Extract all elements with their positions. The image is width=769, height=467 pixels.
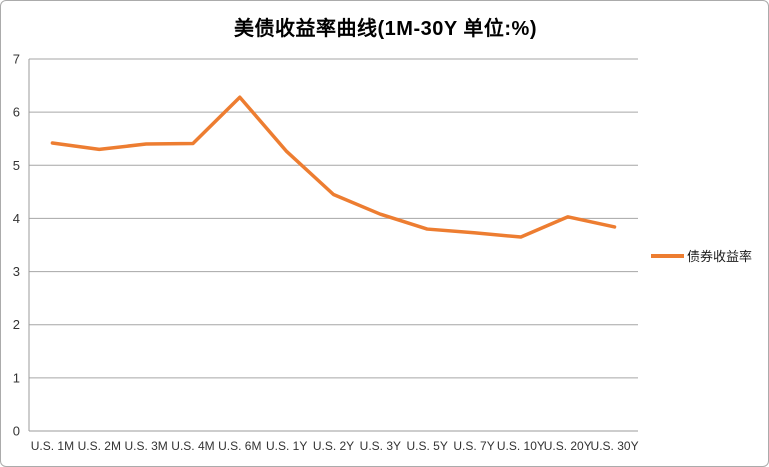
x-tick-label: U.S. 3Y	[360, 439, 401, 453]
yield-curve-line	[50, 95, 617, 239]
x-tick-label: U.S. 4M	[171, 439, 214, 453]
x-tick-label: U.S. 30Y	[591, 439, 639, 453]
y-tick-label: 7	[13, 52, 20, 67]
x-tick-label: U.S. 20Y	[544, 439, 592, 453]
x-tick-label: U.S. 2M	[78, 439, 121, 453]
x-tick-label: U.S. 7Y	[453, 439, 494, 453]
legend[interactable]: 债券收益率	[651, 246, 752, 265]
x-tick-label: U.S. 1M	[31, 439, 74, 453]
legend-series-label: 债券收益率	[687, 249, 753, 264]
x-tick-label: U.S. 3M	[124, 439, 167, 453]
x-tick-label: U.S. 2Y	[313, 439, 354, 453]
x-tick-label: U.S. 6M	[218, 439, 261, 453]
x-tick-label: U.S. 1Y	[266, 439, 307, 453]
legend-line-swatch	[651, 253, 684, 258]
y-tick-label: 1	[13, 370, 20, 385]
y-tick-label: 2	[13, 317, 20, 332]
y-tick-label: 6	[13, 105, 20, 120]
x-tick-label: U.S. 5Y	[407, 439, 448, 453]
chart-title: 美债收益率曲线(1M-30Y 单位:%)	[234, 18, 537, 40]
y-tick-label: 4	[13, 211, 20, 226]
y-tick-label: 0	[13, 424, 20, 439]
y-tick-label: 3	[13, 264, 20, 279]
x-tick-label: U.S. 10Y	[497, 439, 545, 453]
y-tick-label: 5	[13, 158, 20, 173]
